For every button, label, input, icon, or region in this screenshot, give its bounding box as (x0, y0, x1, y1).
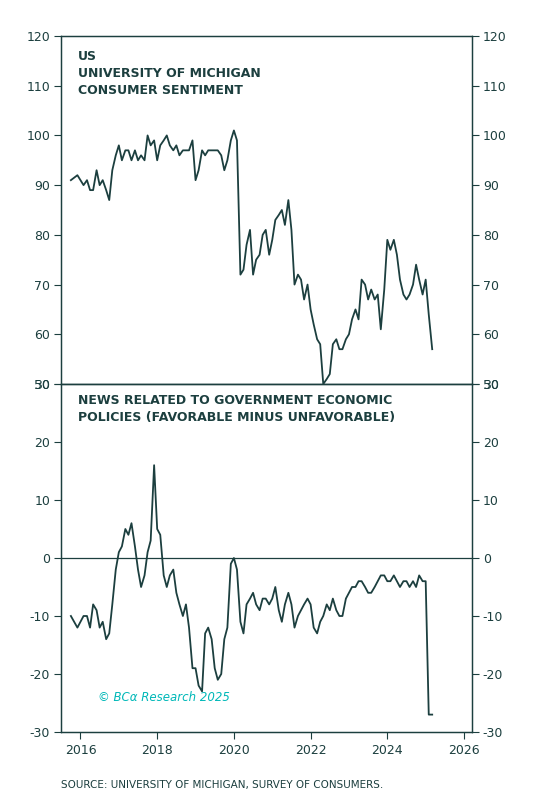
Text: US
UNIVERSITY OF MICHIGAN
CONSUMER SENTIMENT: US UNIVERSITY OF MICHIGAN CONSUMER SENTI… (78, 50, 261, 97)
Text: © BCα Research 2025: © BCα Research 2025 (98, 691, 230, 704)
Text: NEWS RELATED TO GOVERNMENT ECONOMIC
POLICIES (FAVORABLE MINUS UNFAVORABLE): NEWS RELATED TO GOVERNMENT ECONOMIC POLI… (78, 394, 395, 425)
Text: SOURCE: UNIVERSITY OF MICHIGAN, SURVEY OF CONSUMERS.: SOURCE: UNIVERSITY OF MICHIGAN, SURVEY O… (61, 781, 384, 790)
